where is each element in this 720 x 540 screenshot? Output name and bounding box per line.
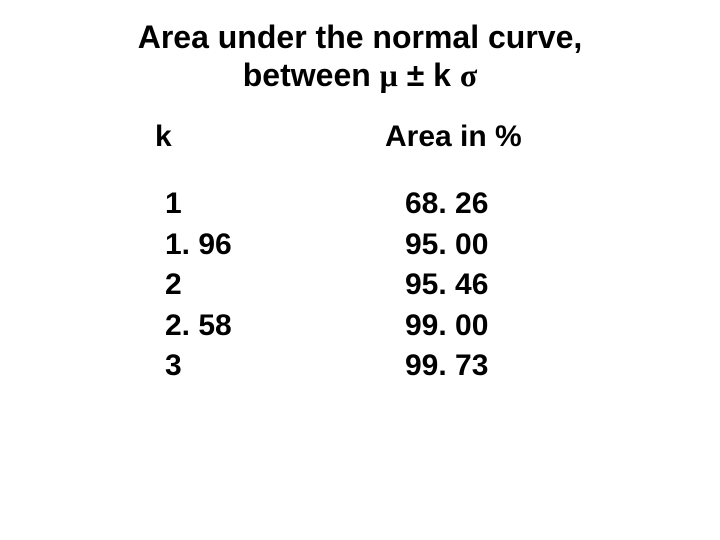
sigma-symbol: σ: [460, 57, 477, 93]
cell-area: 95. 00: [345, 225, 575, 266]
table-header-row: k Area in %: [145, 120, 575, 154]
header-k: k: [145, 120, 345, 154]
cell-k: 1: [145, 184, 345, 225]
table-row: 2. 58 99. 00: [145, 306, 575, 347]
mu-symbol: μ: [380, 57, 398, 93]
header-area: Area in %: [345, 120, 575, 154]
cell-k: 1. 96: [145, 225, 345, 266]
table-row: 3 99. 73: [145, 346, 575, 387]
cell-k: 3: [145, 346, 345, 387]
cell-area: 95. 46: [345, 265, 575, 306]
cell-area: 68. 26: [345, 184, 575, 225]
cell-area: 99. 73: [345, 346, 575, 387]
cell-k: 2: [145, 265, 345, 306]
table-row: 2 95. 46: [145, 265, 575, 306]
normal-curve-table: k Area in % 1 68. 26 1. 96 95. 00 2 95. …: [145, 120, 575, 387]
title-pm: ± k: [398, 57, 460, 93]
page-title: Area under the normal curve, between μ ±…: [0, 18, 720, 95]
table-row: 1. 96 95. 00: [145, 225, 575, 266]
table-row: 1 68. 26: [145, 184, 575, 225]
title-line1: Area under the normal curve,: [138, 19, 583, 55]
title-line2-prefix: between: [243, 57, 380, 93]
cell-k: 2. 58: [145, 306, 345, 347]
table-body: 1 68. 26 1. 96 95. 00 2 95. 46 2. 58 99.…: [145, 184, 575, 387]
cell-area: 99. 00: [345, 306, 575, 347]
